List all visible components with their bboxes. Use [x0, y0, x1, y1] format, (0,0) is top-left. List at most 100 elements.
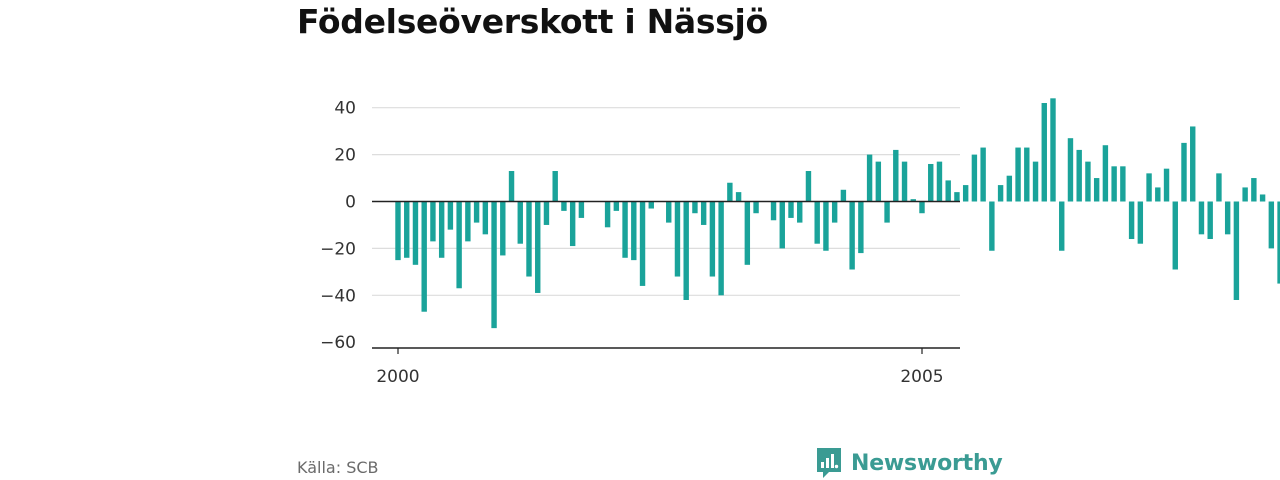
- bar: [989, 201, 995, 251]
- bar: [430, 201, 436, 242]
- bar: [1041, 103, 1047, 202]
- bar: [893, 149, 899, 202]
- bar-series: [395, 98, 1280, 329]
- bar: [491, 201, 497, 329]
- bar: [980, 147, 986, 202]
- bar: [1224, 201, 1231, 235]
- bar: [1076, 149, 1082, 202]
- bar: [849, 201, 855, 270]
- bar: [727, 182, 733, 202]
- bar: [569, 201, 576, 247]
- bar: [866, 154, 873, 202]
- bar: [910, 199, 916, 202]
- bar: [482, 201, 489, 235]
- bar: [823, 201, 829, 251]
- bar: [901, 161, 908, 202]
- bar: [421, 201, 427, 312]
- bar: [1120, 166, 1126, 202]
- x-tick-label: 2000: [376, 367, 419, 387]
- bar: [1242, 187, 1248, 202]
- bar: [1251, 178, 1257, 202]
- bar: [1024, 147, 1030, 202]
- bar: [936, 161, 943, 202]
- bar: [404, 201, 410, 258]
- bar: [718, 201, 724, 296]
- bar: [692, 201, 698, 214]
- bar: [473, 201, 480, 223]
- bar: [508, 171, 515, 202]
- bar: [1172, 201, 1178, 270]
- bar: [1032, 161, 1039, 202]
- bar: [744, 201, 751, 265]
- bar: [805, 171, 812, 202]
- bar: [971, 154, 978, 202]
- bar: [395, 201, 401, 261]
- bar: [561, 201, 567, 211]
- bar: [447, 201, 454, 230]
- bar: [666, 201, 672, 223]
- bar: [1111, 166, 1117, 202]
- newsworthy-logo-icon: [817, 448, 841, 478]
- bar: [1085, 161, 1091, 202]
- bar: [840, 189, 847, 202]
- bar: [578, 201, 585, 218]
- bar: [928, 163, 934, 202]
- bar: [674, 201, 681, 277]
- bar: [884, 201, 890, 223]
- bar: [1207, 201, 1213, 240]
- bar: [779, 201, 785, 249]
- y-tick-label: −40: [320, 286, 356, 306]
- bar: [700, 201, 707, 225]
- bar: [709, 201, 716, 277]
- bar: [945, 180, 951, 202]
- bar: [788, 201, 794, 218]
- y-tick-label: 40: [334, 99, 356, 119]
- bar: [535, 201, 541, 293]
- bar: [438, 201, 445, 258]
- bar: [1233, 201, 1240, 300]
- bar: [1198, 201, 1205, 235]
- bar: [1093, 178, 1100, 202]
- bar: [500, 201, 506, 256]
- y-tick-label: 20: [334, 146, 356, 166]
- bar: [639, 201, 646, 286]
- brand-name: Newsworthy: [851, 450, 1003, 476]
- y-tick-label: −20: [320, 239, 356, 259]
- bar: [1163, 168, 1170, 202]
- bar: [919, 201, 925, 214]
- bar: [797, 201, 803, 223]
- bar: [753, 201, 759, 214]
- x-tick-label: 2005: [900, 367, 943, 387]
- bar: [1146, 173, 1152, 202]
- bar: [456, 201, 462, 289]
- y-tick-label: −60: [320, 333, 356, 353]
- bar: [1190, 126, 1196, 202]
- bar: [526, 201, 532, 277]
- bar: [1216, 173, 1222, 202]
- bar: [962, 185, 969, 202]
- bar: [613, 201, 620, 211]
- bar: [954, 192, 960, 202]
- bar: [1268, 201, 1275, 249]
- bar: [831, 201, 838, 223]
- bar: [1277, 201, 1280, 284]
- bar: [1128, 201, 1135, 240]
- bar: [1059, 201, 1065, 251]
- bar: [997, 185, 1004, 202]
- bar: [412, 201, 419, 265]
- bar: [1050, 98, 1056, 202]
- bar: [543, 201, 550, 225]
- source-label: Källa: SCB: [297, 458, 379, 477]
- bar: [552, 171, 558, 202]
- y-tick-label: 0: [345, 193, 356, 213]
- chart-title: Födelseöverskott i Nässjö: [297, 2, 768, 41]
- brand-logo: Newsworthy: [815, 446, 1003, 480]
- bar: [1181, 142, 1187, 202]
- bar: [858, 201, 864, 254]
- bar: [604, 201, 611, 228]
- bar: [1102, 145, 1109, 202]
- bar: [875, 161, 882, 202]
- bar: [1137, 201, 1144, 244]
